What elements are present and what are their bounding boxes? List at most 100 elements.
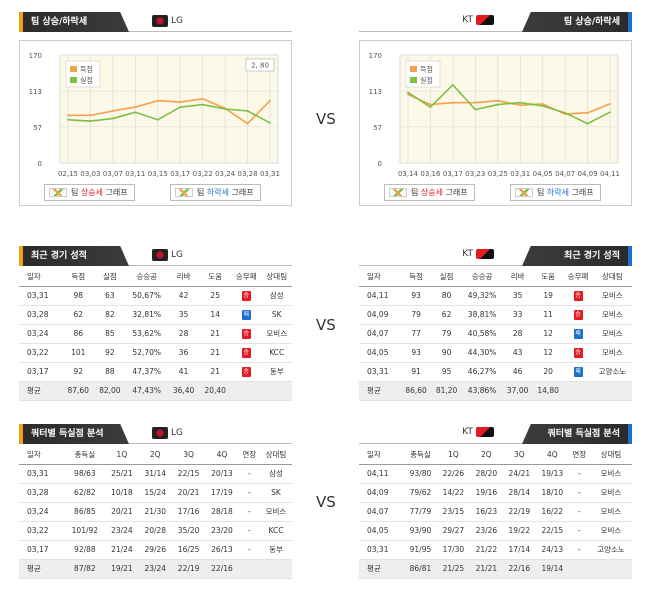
table-cell: 46,27%: [461, 362, 503, 382]
table-cell: 21/25: [436, 559, 470, 579]
y-tick-label: 57: [373, 124, 382, 132]
column-header: 상대팀: [589, 446, 632, 465]
data-point: [564, 111, 567, 114]
lg-logo-icon: [152, 427, 168, 439]
table-cell: 평균: [19, 381, 63, 401]
right-down-graph-button[interactable]: 팀 하락세 그래프: [510, 184, 601, 201]
table-cell: 모비스: [592, 343, 632, 363]
column-header: 연장: [238, 446, 260, 465]
table-cell: SK: [261, 305, 292, 325]
table-cell: 모비스: [259, 502, 292, 522]
x-tick-label: 04,07: [555, 170, 575, 178]
y-tick-label: 57: [33, 124, 42, 132]
table-row: 03,24 86/85 20/21 21/30 17/16 28/18- 모비스: [19, 502, 292, 522]
right-recent-table: 일자 득점 실점 승승공 리바 도움 승무패 상대팀 04,11 93 80 49,32% 35 19 승 모…: [359, 268, 632, 401]
table-cell: 20/28: [138, 521, 172, 541]
x-tick-label: 03,07: [103, 170, 123, 178]
left-down-graph-button[interactable]: 팀 하락세 그래프: [170, 184, 261, 201]
table-cell: 16/23: [469, 502, 503, 522]
table-cell: 37,00: [502, 381, 533, 401]
table-cell: 17/30: [436, 540, 470, 560]
data-point: [89, 114, 92, 117]
right-quarter-header: KT 쿼터별 득실점 분석: [359, 424, 632, 444]
right-recent-panel: KT 최근 경기 성적 일자 득점 실점 승승공 리바 도움 승무패 상대팀 04,11 93 80…: [359, 246, 632, 401]
table-row: 03,28 62/82 10/18 15/24 20/21 17/19- SK: [19, 483, 292, 503]
y-tick-label: 0: [378, 160, 382, 168]
table-cell: 52,70%: [125, 343, 168, 363]
table-cell: 패: [563, 362, 593, 382]
x-tick-label: 03,25: [488, 170, 508, 178]
table-cell: 91: [400, 362, 432, 382]
btn-prefix: 팀: [71, 188, 81, 197]
right-trend-title: 팀 상승/하락세: [522, 12, 632, 32]
right-up-graph-button[interactable]: 팀 상승세 그래프: [384, 184, 475, 201]
legend-swatch: [410, 77, 417, 83]
x-tick-label: 03,28: [238, 170, 258, 178]
y-tick-label: 0: [38, 160, 42, 168]
table-cell: 모비스: [589, 464, 632, 484]
btn-suffix: 그래프: [569, 188, 594, 197]
table-cell: 22/15: [171, 464, 206, 484]
table-cell: 101: [62, 343, 95, 363]
table-cell: 25: [199, 286, 232, 306]
column-header: 리바: [167, 268, 200, 287]
table-cell: 20/21: [105, 502, 139, 522]
left-recent-header: 최근 경기 성적 LG: [19, 246, 292, 266]
table-cell: 21: [199, 362, 232, 382]
x-tick-label: 03,14: [398, 170, 419, 178]
table-cell: 21/30: [138, 502, 172, 522]
table-cell: 04,09: [359, 483, 404, 503]
table-row: 04,05 93/90 29/27 23/26 19/22 22/15- 모비스: [359, 521, 632, 541]
right-trend-panel: KT 팀 상승/하락세 0 57 113 170 03,14 03,16 03,17 03,2…: [359, 12, 632, 206]
left-team-label: LG: [152, 427, 183, 439]
column-header: 승무패: [563, 268, 593, 287]
table-cell: 29/26: [138, 540, 172, 560]
x-tick-label: 03,11: [125, 170, 145, 178]
table-cell: 패: [231, 305, 262, 325]
table-cell: 23/26: [469, 521, 503, 541]
data-point: [246, 122, 249, 125]
table-cell: 38,81%: [461, 305, 503, 325]
table-cell: 고양소노: [589, 540, 632, 560]
vs-label-1: VS: [316, 110, 336, 128]
table-cell: [259, 559, 292, 579]
table-cell: 15/24: [138, 483, 172, 503]
left-up-graph-button[interactable]: 팀 상승세 그래프: [44, 184, 135, 201]
table-cell: 승: [563, 343, 593, 363]
legend-label: 실점: [420, 76, 433, 85]
btn-prefix: 팀: [197, 188, 207, 197]
left-recent-panel: 최근 경기 성적 LG 일자 득점 실점 승승공 리바 도움 승무패 상대팀 03,31 98 63…: [19, 246, 292, 401]
table-cell: 79: [400, 305, 432, 325]
table-cell: 패: [563, 324, 593, 344]
table-cell: 24/21: [502, 464, 536, 484]
loss-badge: 패: [573, 329, 583, 339]
table-row: 03,31 98 63 50,67% 42 25 승 삼성: [19, 286, 292, 306]
data-point: [67, 118, 69, 121]
data-point: [224, 108, 227, 110]
table-cell: 101/92: [64, 521, 106, 541]
table-cell: SK: [259, 483, 292, 503]
table-row: 04,09 79/62 14/22 19/16 28/14 18/10- 모비스: [359, 483, 632, 503]
table-cell: 21/22: [469, 540, 503, 560]
legend-label: 실점: [80, 76, 93, 85]
column-header: 일자: [19, 446, 65, 465]
graph-toggle-icon: [49, 188, 67, 197]
kt-logo-icon: [476, 427, 494, 437]
column-header: 상대팀: [259, 446, 292, 465]
table-cell: 03,24: [19, 324, 63, 344]
table-cell: 삼성: [261, 286, 292, 306]
y-tick-label: 170: [29, 52, 42, 60]
column-header: 승무패: [231, 268, 262, 287]
table-cell: 17/19: [205, 483, 239, 503]
btn-word: 상승세: [420, 188, 443, 197]
data-point: [407, 91, 409, 94]
table-cell: 28: [167, 324, 200, 344]
data-point: [541, 103, 544, 105]
table-cell: 모비스: [589, 521, 632, 541]
table-cell: 98: [62, 286, 95, 306]
column-header: 총득실: [64, 446, 106, 465]
data-point: [156, 99, 159, 102]
table-row: 04,11 93/80 22/26 28/20 24/21 19/13- 모비스: [359, 464, 632, 484]
btn-word: 상승세: [80, 188, 103, 197]
